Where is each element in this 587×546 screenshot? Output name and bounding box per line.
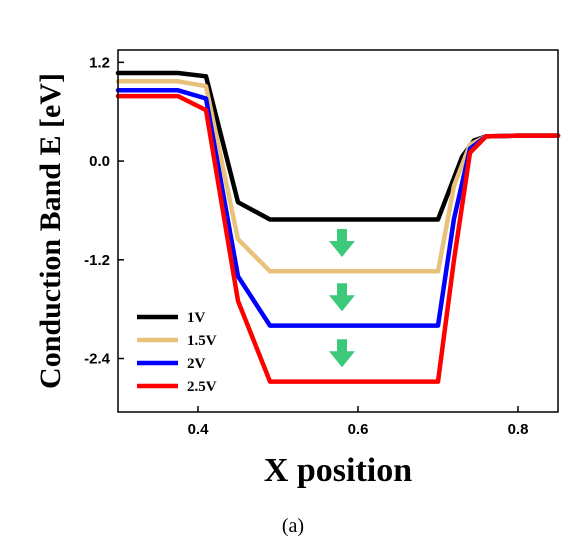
series-line-0: [115, 70, 561, 222]
y-tick-label-3: -2.4: [84, 351, 111, 368]
down-arrow-icon-0: [329, 228, 355, 257]
y-tick-label-0: 1.2: [89, 54, 110, 71]
down-arrow-icon-2: [329, 339, 355, 368]
series-layer: [115, 70, 561, 384]
legend-label-1: 1.5V: [187, 333, 217, 349]
x-tick-label-1: 0.6: [348, 421, 369, 438]
legend-label-2: 2V: [187, 356, 206, 372]
y-tick-label-2: -1.2: [84, 252, 110, 269]
plot-frame: [117, 49, 559, 413]
down-arrow-icon-1: [329, 283, 355, 312]
figure-caption: (a): [282, 515, 304, 537]
legend-label-3: 2.5V: [187, 379, 217, 395]
legend: 1V 1.5V 2V 2.5V: [137, 310, 217, 395]
series-line-3: [115, 93, 561, 384]
x-tick-label-0: 0.4: [188, 421, 210, 438]
annotation-layer: [329, 228, 355, 368]
x-tick-label-2: 0.8: [508, 421, 529, 438]
y-axis-title: Conduction Band E [eV]: [34, 73, 67, 389]
legend-label-0: 1V: [187, 310, 206, 326]
tick-layer: 0.4 0.6 0.8 1.2 0.0 -1.2 -2.4: [84, 54, 528, 438]
x-axis-title: X position: [264, 452, 412, 489]
y-tick-label-1: 0.0: [89, 153, 110, 170]
